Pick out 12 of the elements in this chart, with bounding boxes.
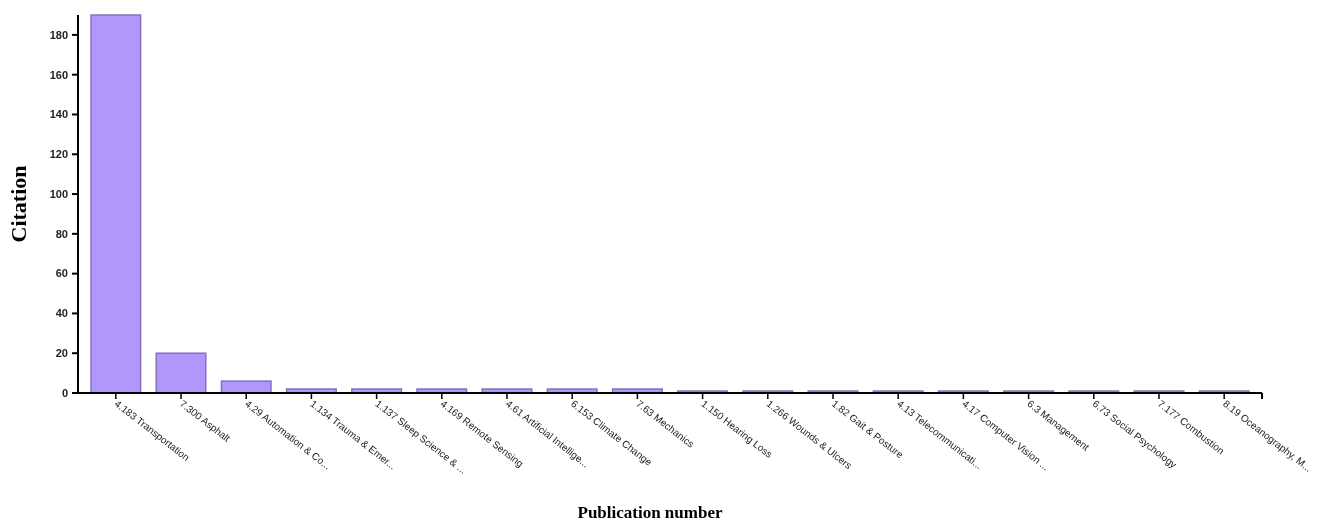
y-tick-label: 60 [55,267,68,280]
y-tick-label: 20 [55,347,68,360]
x-axis-title: Publication number [577,503,723,522]
y-tick-label: 80 [55,227,68,240]
y-tick-label: 0 [61,386,68,399]
y-tick-label: 100 [49,187,68,200]
y-axis-title: Citation [6,165,31,243]
y-tick-label: 160 [49,68,68,81]
y-tick-label: 140 [49,108,68,121]
y-tick-label: 180 [49,28,68,41]
y-tick-label: 120 [49,148,68,161]
y-tick-label: 40 [55,307,68,320]
